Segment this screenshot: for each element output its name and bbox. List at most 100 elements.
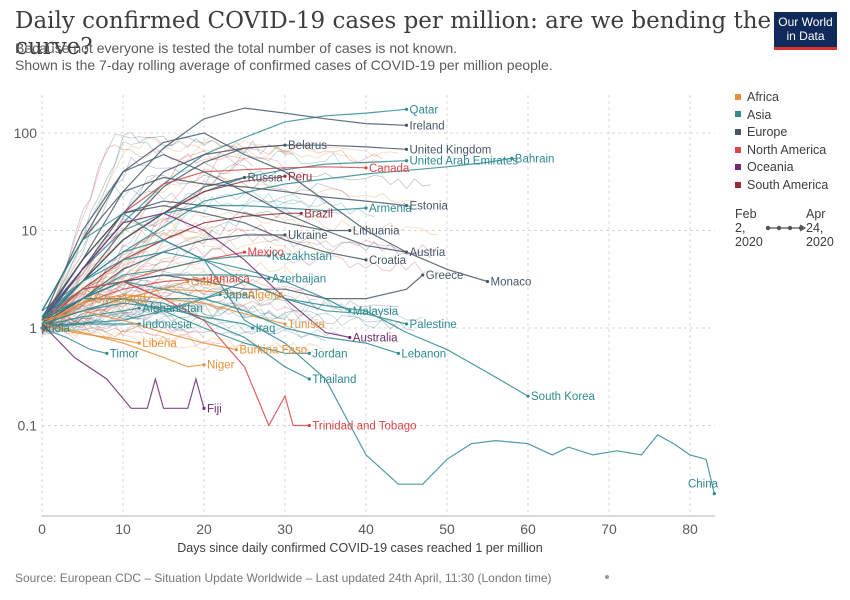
- background-series-line: [41, 323, 342, 354]
- series-line[interactable]: [41, 212, 529, 397]
- series-line[interactable]: [41, 107, 407, 321]
- legend-swatch: [735, 128, 741, 135]
- series-label[interactable]: Lithuania: [353, 226, 400, 238]
- series-label[interactable]: Lebanon: [401, 348, 446, 360]
- series-label[interactable]: Palestine: [410, 319, 457, 331]
- series-label[interactable]: Russia: [248, 172, 284, 184]
- series-label[interactable]: India: [45, 323, 71, 335]
- timeline-slider[interactable]: [765, 224, 807, 232]
- series-line[interactable]: [41, 176, 407, 312]
- series-line[interactable]: [41, 212, 302, 325]
- series-label[interactable]: Iraq: [256, 323, 276, 335]
- series-label[interactable]: China: [688, 479, 719, 491]
- series-label[interactable]: Jamaica: [207, 274, 250, 286]
- series-label[interactable]: Bahrain: [515, 153, 555, 165]
- timeline-start-label[interactable]: Feb 2, 2020: [735, 207, 763, 249]
- series-end-point: [364, 258, 368, 262]
- legend-item[interactable]: Africa: [735, 90, 779, 104]
- series-label[interactable]: Japan: [223, 290, 254, 302]
- series-label[interactable]: Brazil: [304, 208, 333, 220]
- series-label[interactable]: Peru: [288, 171, 312, 183]
- series-label[interactable]: Algeria: [248, 290, 284, 302]
- series-end-point: [283, 322, 287, 326]
- owid-logo[interactable]: Our World in Data: [774, 12, 837, 50]
- timeline-marker[interactable]: [776, 225, 782, 231]
- timeline-marker[interactable]: [787, 225, 793, 231]
- series-line[interactable]: [41, 327, 107, 354]
- legend-item[interactable]: North America: [735, 143, 826, 157]
- series-label[interactable]: United Kingdom: [410, 144, 492, 156]
- legend-label: Oceania: [747, 160, 794, 175]
- legend-item[interactable]: South America: [735, 178, 828, 192]
- series-label[interactable]: Mexico: [248, 247, 284, 259]
- series-end-point: [137, 341, 141, 345]
- series-line[interactable]: [41, 297, 310, 380]
- series-label[interactable]: Belarus: [288, 140, 327, 152]
- series-label[interactable]: Thailand: [312, 374, 356, 386]
- background-series-line: [41, 303, 399, 334]
- series-label[interactable]: United Arab Emirates: [410, 156, 519, 168]
- series-label[interactable]: Trinidad and Tobago: [312, 421, 416, 433]
- series-label[interactable]: Gabon: [191, 276, 226, 288]
- series-label[interactable]: Australia: [353, 332, 398, 344]
- series-line[interactable]: [41, 298, 310, 354]
- series-line[interactable]: [41, 280, 310, 427]
- series-label[interactable]: South Korea: [531, 391, 596, 403]
- series-end-point: [186, 279, 190, 284]
- series-label[interactable]: Indonesia: [142, 319, 192, 331]
- legend-item[interactable]: Oceania: [735, 160, 794, 174]
- series-label[interactable]: Niger: [207, 360, 235, 372]
- series-label[interactable]: Kazakhstan: [272, 251, 332, 263]
- series-label[interactable]: Tunisia: [288, 319, 325, 331]
- series-label[interactable]: Croatia: [369, 255, 407, 267]
- series-line[interactable]: [41, 212, 350, 338]
- series-label[interactable]: Afghanistan: [142, 303, 203, 315]
- background-series-line: [41, 222, 156, 329]
- tick-labels: 0 10 20 30 40 50 60 70 80 0.1 1 10 100: [14, 125, 698, 537]
- timeline-marker[interactable]: [765, 225, 771, 231]
- series-line[interactable]: [41, 204, 367, 321]
- background-series-line: [41, 174, 351, 328]
- series-line[interactable]: [41, 323, 140, 327]
- legend-label: Asia: [747, 107, 772, 122]
- series-label[interactable]: Fiji: [207, 403, 222, 415]
- series-line[interactable]: [41, 307, 140, 327]
- background-series-line: [41, 311, 140, 333]
- background-series-line: [41, 319, 326, 342]
- timeline-end-label[interactable]: Apr 24, 2020: [806, 207, 834, 249]
- series-label[interactable]: Timor: [110, 348, 139, 360]
- series-label[interactable]: Qatar: [410, 104, 439, 116]
- series-line[interactable]: [41, 132, 488, 312]
- series-end-point: [283, 174, 287, 178]
- series-end-point: [307, 351, 311, 355]
- series-label[interactable]: Monaco: [491, 276, 532, 288]
- series-end-point: [364, 166, 368, 170]
- series-label[interactable]: Austria: [410, 247, 446, 259]
- series-label[interactable]: Ukraine: [288, 230, 328, 242]
- series-line[interactable]: [41, 323, 205, 368]
- series-label[interactable]: Swaziland: [94, 294, 146, 306]
- series-label[interactable]: Greece: [426, 270, 464, 282]
- legend-item[interactable]: Europe: [735, 125, 787, 139]
- series-line[interactable]: [41, 239, 715, 494]
- series-label[interactable]: Armenia: [369, 203, 412, 215]
- chart-subtitle-2: Shown is the 7-day rolling average of co…: [15, 57, 553, 73]
- x-axis-label: Days since daily confirmed COVID-19 case…: [177, 541, 543, 555]
- series-line[interactable]: [41, 157, 512, 312]
- series-label[interactable]: Malaysia: [353, 306, 399, 318]
- series-end-point: [242, 293, 247, 297]
- series-end-point: [404, 107, 409, 111]
- series-line[interactable]: [41, 323, 205, 409]
- series-label[interactable]: Burkina Faso: [239, 345, 307, 357]
- series-line[interactable]: [41, 144, 407, 325]
- series-line[interactable]: [41, 153, 407, 321]
- legend-item[interactable]: Asia: [735, 108, 771, 122]
- series-label[interactable]: Canada: [369, 163, 410, 175]
- series-label[interactable]: Ireland: [410, 120, 445, 132]
- x-tick-label: 70: [601, 521, 617, 537]
- series-label[interactable]: Azerbaijan: [272, 274, 326, 286]
- series-label[interactable]: Liberia: [142, 338, 177, 350]
- series-label[interactable]: Jordan: [312, 348, 347, 360]
- background-series-line: [41, 141, 172, 333]
- series-label[interactable]: Estonia: [410, 201, 449, 213]
